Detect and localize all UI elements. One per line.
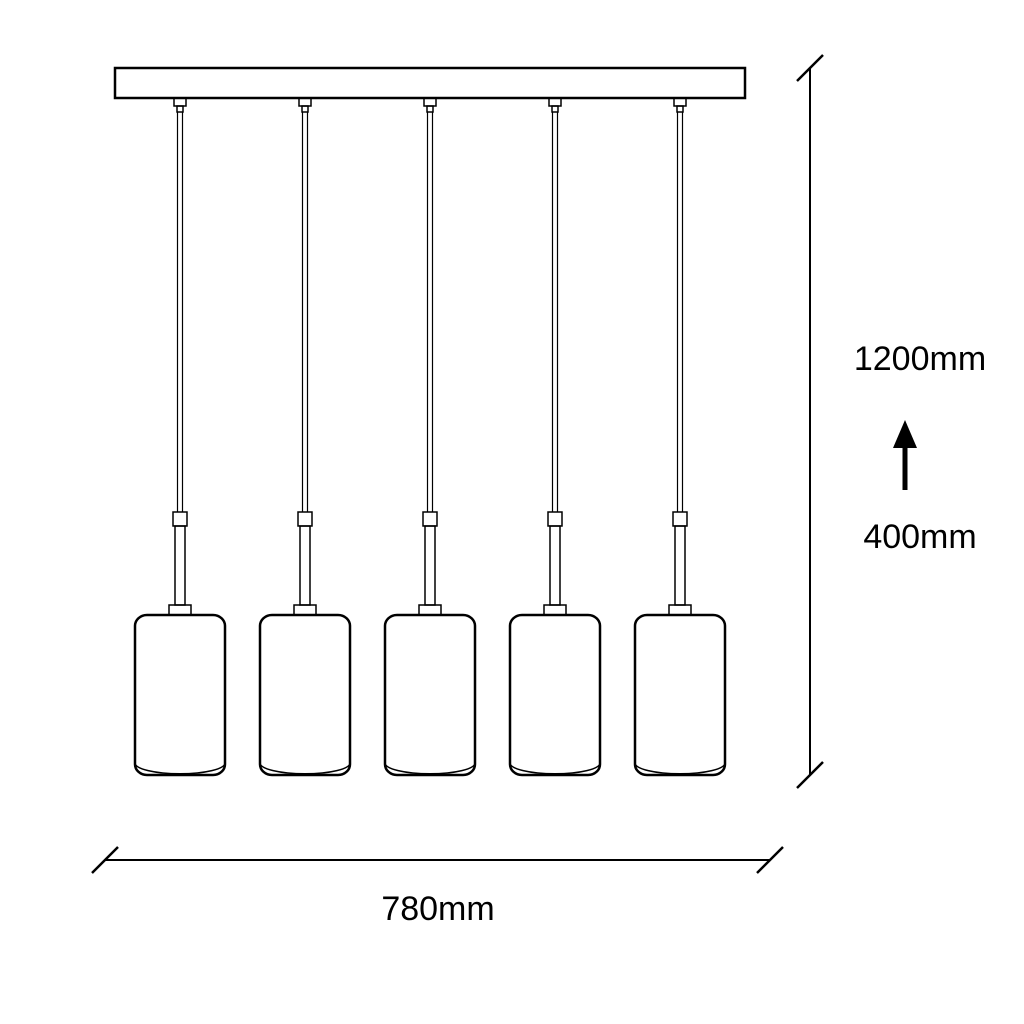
canopy-nut xyxy=(427,106,433,112)
shade-body xyxy=(260,615,350,775)
canopy-nut xyxy=(552,106,558,112)
dimension-label-width: 780mm xyxy=(381,890,494,928)
neck-base xyxy=(544,605,566,615)
shade-bottom-arc xyxy=(385,763,475,774)
neck xyxy=(550,526,560,605)
collar xyxy=(673,512,687,526)
collar xyxy=(548,512,562,526)
shade-bottom-arc xyxy=(635,763,725,774)
pendant-2 xyxy=(260,98,350,775)
neck-base xyxy=(294,605,316,615)
arrow-head xyxy=(893,420,917,448)
neck-base xyxy=(169,605,191,615)
dimension-horizontal xyxy=(92,847,783,873)
shade-bottom-arc xyxy=(510,763,600,774)
collar xyxy=(423,512,437,526)
shade-body xyxy=(135,615,225,775)
neck xyxy=(675,526,685,605)
shade-body xyxy=(635,615,725,775)
neck-base xyxy=(669,605,691,615)
shade-body xyxy=(510,615,600,775)
neck xyxy=(175,526,185,605)
pendants-group xyxy=(135,98,725,775)
canopy-nut xyxy=(677,106,683,112)
collar xyxy=(173,512,187,526)
pendant-1 xyxy=(135,98,225,775)
shade-bottom-arc xyxy=(135,763,225,774)
dimension-label-height_min: 400mm xyxy=(863,518,976,556)
shade-bottom-arc xyxy=(260,763,350,774)
pendant-4 xyxy=(510,98,600,775)
neck xyxy=(300,526,310,605)
canopy-nut xyxy=(177,106,183,112)
pendant-3 xyxy=(385,98,475,775)
shade-body xyxy=(385,615,475,775)
adjustable-height-arrow-icon xyxy=(893,420,917,490)
arrow-shaft xyxy=(903,446,908,490)
dimension-label-height_max: 1200mm xyxy=(854,340,986,378)
pendant-light-dimension-diagram: 780mm 1200mm 400mm xyxy=(0,0,1024,1024)
pendant-5 xyxy=(635,98,725,775)
collar xyxy=(298,512,312,526)
dimension-vertical xyxy=(797,55,823,788)
ceiling-canopy xyxy=(115,68,745,98)
canopy-nut xyxy=(302,106,308,112)
neck-base xyxy=(419,605,441,615)
neck xyxy=(425,526,435,605)
